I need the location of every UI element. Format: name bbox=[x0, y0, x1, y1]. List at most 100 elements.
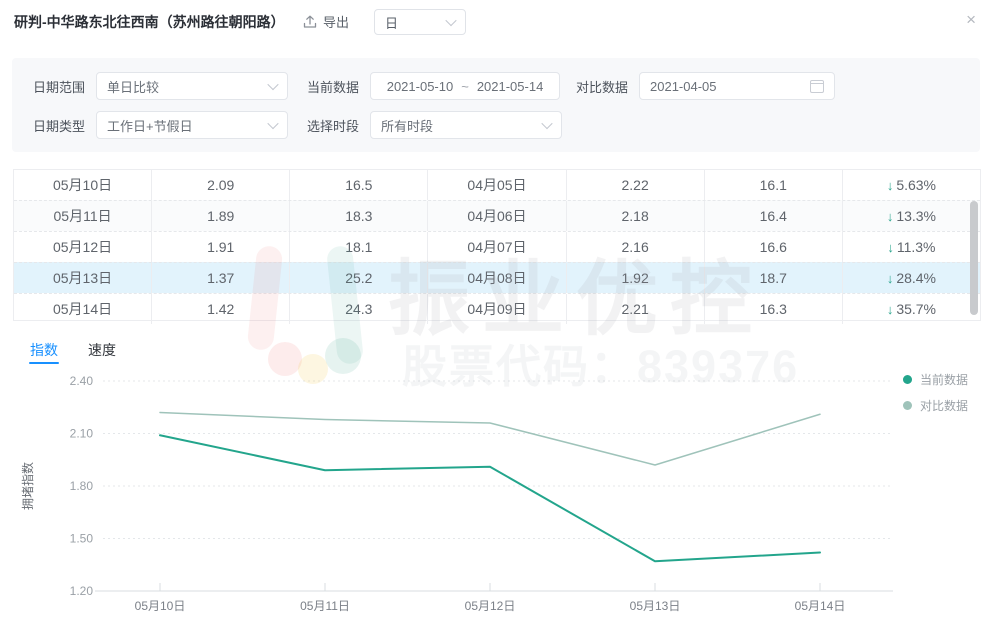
table-cell: 04月08日 bbox=[428, 263, 567, 293]
comparison-table: 05月10日 2.09 16.5 04月05日 2.22 16.1 ↓ 5.63% 05月11日… bbox=[13, 169, 981, 324]
table-cell: 04月09日 bbox=[428, 294, 567, 324]
current-data-label: 当前数据 bbox=[307, 79, 360, 95]
current-data-start: 2021-05-10 bbox=[386, 78, 454, 94]
table-cell: 1.91 bbox=[152, 232, 291, 262]
filter-time-period: 选择时段 所有时段 bbox=[307, 111, 563, 139]
table-cell: 16.1 bbox=[705, 170, 843, 200]
export-button[interactable]: 导出 bbox=[303, 12, 349, 31]
table-cell: 2.16 bbox=[567, 232, 705, 262]
legend-label: 当前数据 bbox=[920, 373, 969, 387]
table-row[interactable]: 05月12日 1.91 18.1 04月07日 2.16 16.6 ↓ 11.3% bbox=[14, 231, 980, 262]
interval-select-value: 日 bbox=[385, 15, 399, 31]
compare-data-input[interactable]: 2021-04-05 bbox=[639, 72, 836, 100]
page-title: 研判-中华路东北往西南（苏州路往朝阳路） bbox=[14, 14, 285, 30]
y-tick-label: 2.10 bbox=[70, 427, 94, 441]
filter-date-range: 日期范围 单日比较 bbox=[33, 72, 289, 100]
change-value: 13.3% bbox=[896, 208, 937, 224]
chevron-down-icon bbox=[541, 117, 553, 130]
arrow-down-icon: ↓ bbox=[887, 239, 894, 255]
table-cell: 1.37 bbox=[152, 263, 291, 293]
compare-data-value: 2021-04-05 bbox=[650, 78, 717, 94]
time-period-value: 所有时段 bbox=[381, 118, 434, 134]
filter-compare-data: 对比数据 2021-04-05 bbox=[576, 72, 836, 100]
table-cell: 1.89 bbox=[152, 201, 291, 231]
x-tick-label: 05月10日 bbox=[135, 599, 186, 613]
change-cell: ↓ 35.7% bbox=[843, 294, 980, 324]
table-cell: 16.4 bbox=[705, 201, 843, 231]
table-cell: 05月14日 bbox=[14, 294, 153, 324]
table-row[interactable]: 05月11日 1.89 18.3 04月06日 2.18 16.4 ↓ 13.3% bbox=[14, 200, 980, 231]
table-cell: 2.18 bbox=[567, 201, 705, 231]
filter-date-type: 日期类型 工作日+节假日 bbox=[33, 111, 289, 139]
table-cell: 25.2 bbox=[290, 263, 429, 293]
x-tick-label: 05月13日 bbox=[630, 599, 681, 613]
date-range-select[interactable]: 单日比较 bbox=[96, 72, 289, 100]
table-cell: 2.09 bbox=[152, 170, 291, 200]
table-cell: 1.42 bbox=[152, 294, 291, 324]
legend-dot-icon bbox=[903, 375, 912, 384]
current-data-end: 2021-05-14 bbox=[476, 78, 544, 94]
active-tab-underline bbox=[29, 362, 59, 364]
arrow-down-icon: ↓ bbox=[886, 301, 894, 317]
change-value: 11.3% bbox=[896, 239, 936, 255]
table-cell: 16.5 bbox=[290, 170, 429, 200]
time-period-label: 选择时段 bbox=[307, 118, 360, 134]
export-icon bbox=[303, 14, 317, 29]
table-cell: 2.21 bbox=[567, 294, 705, 324]
x-tick-label: 05月12日 bbox=[465, 599, 516, 613]
x-tick-label: 05月14日 bbox=[795, 599, 846, 613]
table-cell: 05月10日 bbox=[14, 170, 153, 200]
date-range-value: 单日比较 bbox=[107, 79, 160, 95]
chevron-down-icon bbox=[267, 117, 279, 130]
legend-item[interactable]: 当前数据 bbox=[903, 371, 968, 388]
table-cell: 05月13日 bbox=[14, 263, 153, 293]
y-tick-label: 2.40 bbox=[70, 374, 94, 388]
table-cell: 18.7 bbox=[705, 263, 843, 293]
table-cell: 18.1 bbox=[290, 232, 429, 262]
chevron-down-icon bbox=[267, 78, 279, 91]
current-data-range-input[interactable]: 2021-05-10 ~ 2021-05-14 bbox=[370, 72, 561, 100]
change-cell: ↓ 28.4% bbox=[843, 263, 980, 293]
time-period-select[interactable]: 所有时段 bbox=[370, 111, 563, 139]
y-tick-label: 1.20 bbox=[70, 584, 94, 598]
range-separator: ~ bbox=[461, 78, 469, 94]
series-line bbox=[159, 434, 821, 563]
table-cell: 04月06日 bbox=[428, 201, 567, 231]
arrow-down-icon: ↓ bbox=[886, 208, 894, 224]
table-scrollbar[interactable] bbox=[970, 201, 978, 315]
export-label: 导出 bbox=[323, 15, 350, 30]
close-icon[interactable]: × bbox=[966, 10, 976, 29]
table-cell: 16.6 bbox=[705, 232, 843, 262]
table-cell: 05月11日 bbox=[14, 201, 153, 231]
table-cell: 05月12日 bbox=[14, 232, 153, 262]
calendar-icon bbox=[810, 79, 825, 93]
change-cell: ↓ 11.3% bbox=[843, 232, 980, 262]
table-row[interactable]: 05月13日 1.37 25.2 04月08日 1.92 18.7 ↓ 28.4% bbox=[14, 262, 980, 293]
table-cell: 18.3 bbox=[290, 201, 429, 231]
table-row[interactable]: 05月14日 1.42 24.3 04月09日 2.21 16.3 ↓ 35.7% bbox=[14, 293, 980, 324]
date-type-select[interactable]: 工作日+节假日 bbox=[96, 111, 289, 139]
tab-speed[interactable]: 速度 bbox=[88, 342, 116, 358]
table-cell: 04月05日 bbox=[428, 170, 567, 200]
y-tick-label: 1.80 bbox=[70, 479, 94, 493]
change-value: 28.4% bbox=[896, 270, 937, 286]
change-value: 5.63% bbox=[896, 177, 937, 193]
table-cell: 2.22 bbox=[567, 170, 705, 200]
tab-index[interactable]: 指数 bbox=[30, 342, 58, 358]
change-cell: ↓ 5.63% bbox=[843, 170, 980, 200]
y-tick-label: 1.50 bbox=[70, 532, 94, 546]
compare-data-label: 对比数据 bbox=[576, 79, 629, 95]
arrow-down-icon: ↓ bbox=[886, 177, 894, 193]
legend-item[interactable]: 对比数据 bbox=[903, 397, 968, 414]
series-line bbox=[159, 411, 821, 466]
table-cell: 16.3 bbox=[705, 294, 843, 324]
date-type-value: 工作日+节假日 bbox=[107, 118, 193, 134]
change-cell: ↓ 13.3% bbox=[843, 201, 980, 231]
arrow-down-icon: ↓ bbox=[886, 270, 894, 286]
chart-legend: 当前数据对比数据 bbox=[903, 371, 968, 414]
date-range-label: 日期范围 bbox=[33, 79, 86, 95]
filter-current-data: 当前数据 2021-05-10 ~ 2021-05-14 bbox=[307, 72, 561, 100]
table-row[interactable]: 05月10日 2.09 16.5 04月05日 2.22 16.1 ↓ 5.63% bbox=[14, 170, 980, 200]
interval-select[interactable]: 日 bbox=[374, 9, 466, 35]
table-cell: 04月07日 bbox=[428, 232, 567, 262]
